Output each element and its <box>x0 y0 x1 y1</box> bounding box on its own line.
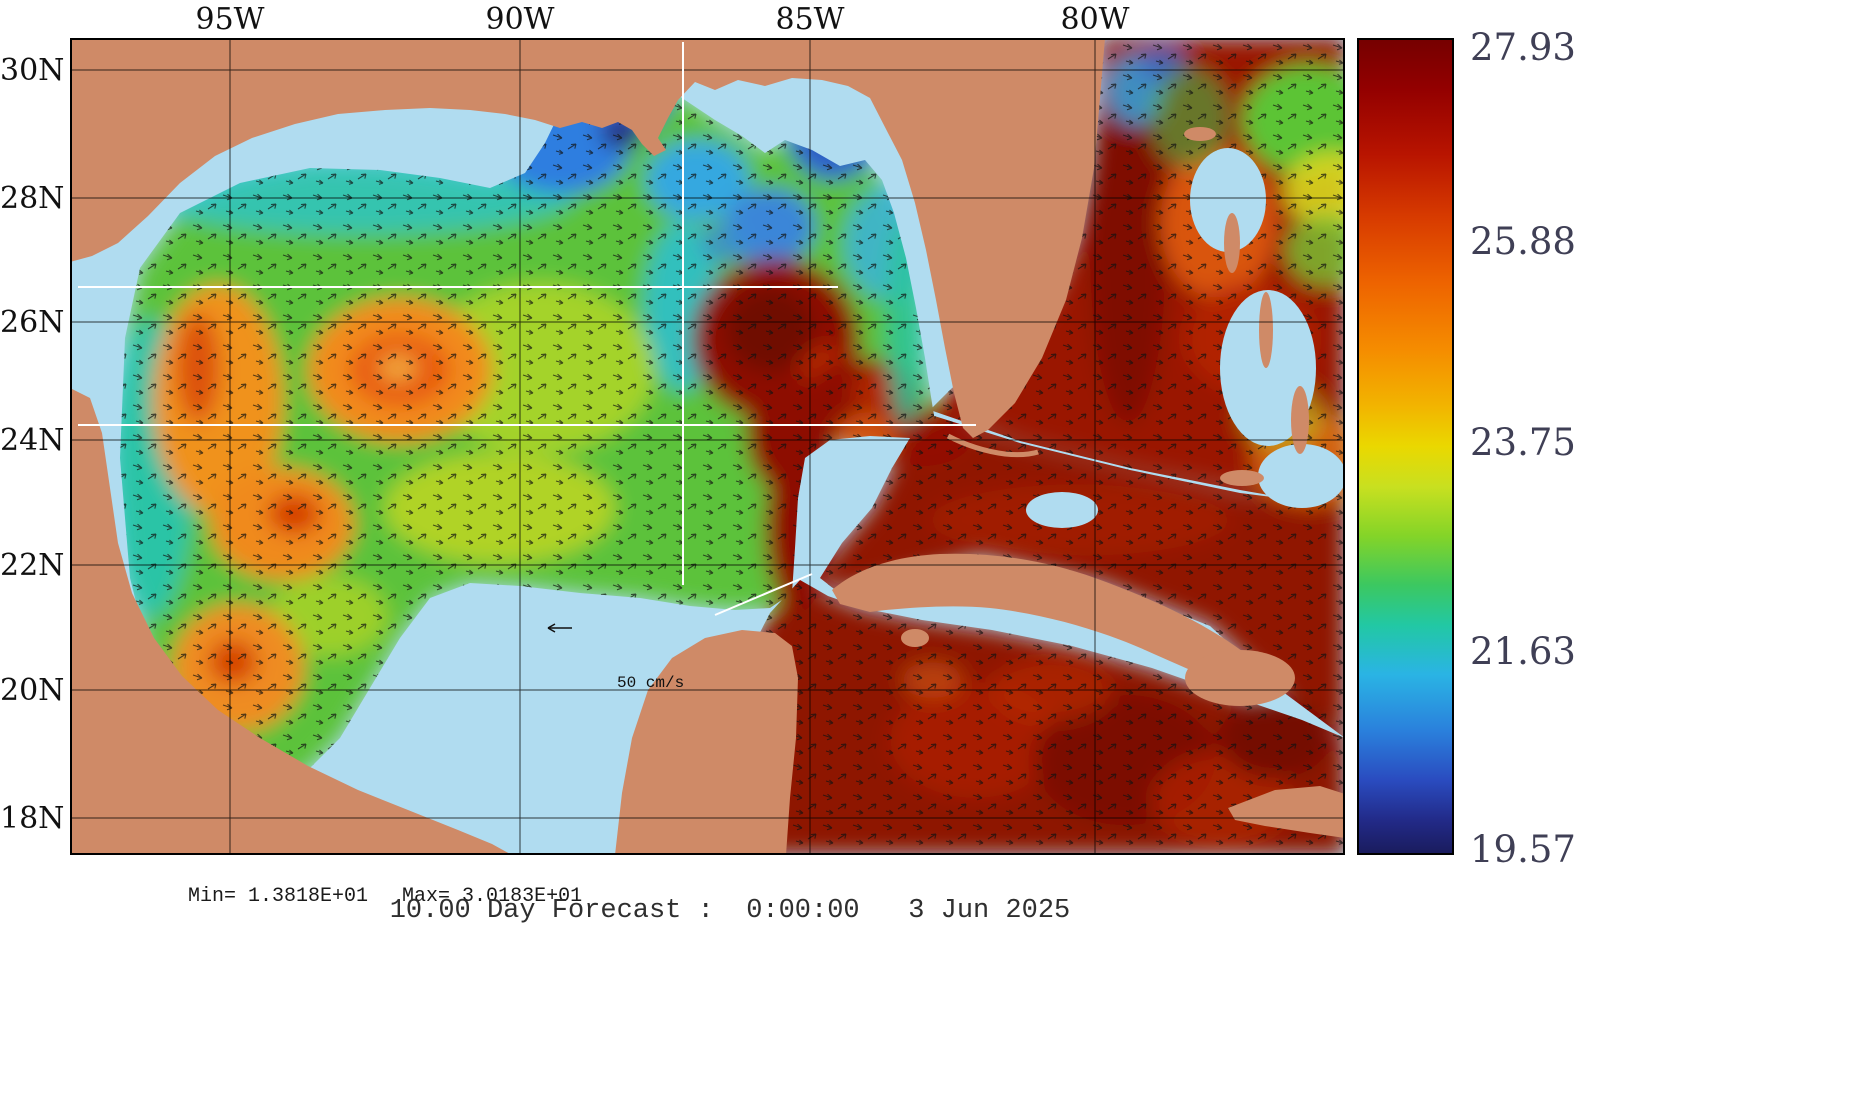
lon-tick-label: 85W <box>775 2 845 37</box>
lat-tick-label: 28N <box>0 181 65 216</box>
lon-tick-label: 95W <box>195 2 265 37</box>
colorbar-tick-label: 21.63 <box>1470 630 1576 673</box>
colorbar <box>1357 38 1454 855</box>
map-plot-area <box>70 38 1346 855</box>
land-mexico <box>70 388 512 855</box>
land-yucatan <box>615 630 798 855</box>
lon-tick-label: 80W <box>1060 2 1130 37</box>
land-isle-of-youth <box>901 629 929 647</box>
field-minmax-line: Min= 1.3818E+01 Max= 3.0183E+01 <box>140 862 582 931</box>
graticule <box>70 38 1345 855</box>
lat-tick-label: 30N <box>0 53 65 88</box>
land-florida-keys <box>946 433 1039 458</box>
section-lines <box>78 42 976 616</box>
island <box>1220 470 1264 486</box>
lat-tick-label: 18N <box>0 801 65 836</box>
land <box>70 38 1345 855</box>
vector-scale-label: 50 cm/s <box>617 674 685 692</box>
colorbar-tick-label: 25.88 <box>1470 220 1576 263</box>
field-max-label: Max= 3.0183E+01 <box>402 885 583 908</box>
land-cuba-east <box>1185 650 1295 706</box>
colorbar-tick-label: 19.57 <box>1470 828 1576 871</box>
lon-tick-label: 90W <box>485 2 555 37</box>
island <box>1259 292 1273 368</box>
vector-scale-arrow <box>547 623 572 633</box>
lat-tick-label: 26N <box>0 305 65 340</box>
lat-tick-label: 24N <box>0 423 65 458</box>
colorbar-tick-label: 27.93 <box>1470 26 1576 69</box>
land-cuba <box>832 553 1278 698</box>
field-min-label: Min= 1.3818E+01 <box>188 885 369 908</box>
lat-tick-label: 22N <box>0 548 65 583</box>
figure-title: 10.00 Day Forecast : 0:00:00 3 Jun 2025 <box>389 896 1071 926</box>
map-frame <box>70 38 1345 855</box>
island <box>1184 127 1216 141</box>
island <box>1291 386 1309 454</box>
map-canvas <box>70 38 1346 855</box>
land-us-florida <box>70 38 1105 438</box>
island <box>1224 213 1240 273</box>
colorbar-tick-label: 23.75 <box>1470 421 1576 464</box>
lat-tick-label: 20N <box>0 673 65 708</box>
land-hispaniola <box>1228 786 1345 838</box>
